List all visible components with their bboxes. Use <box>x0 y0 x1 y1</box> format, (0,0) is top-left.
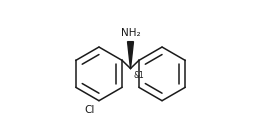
Text: Cl: Cl <box>84 105 94 115</box>
Polygon shape <box>128 42 133 68</box>
Text: &1: &1 <box>134 71 145 79</box>
Text: NH₂: NH₂ <box>121 28 140 38</box>
